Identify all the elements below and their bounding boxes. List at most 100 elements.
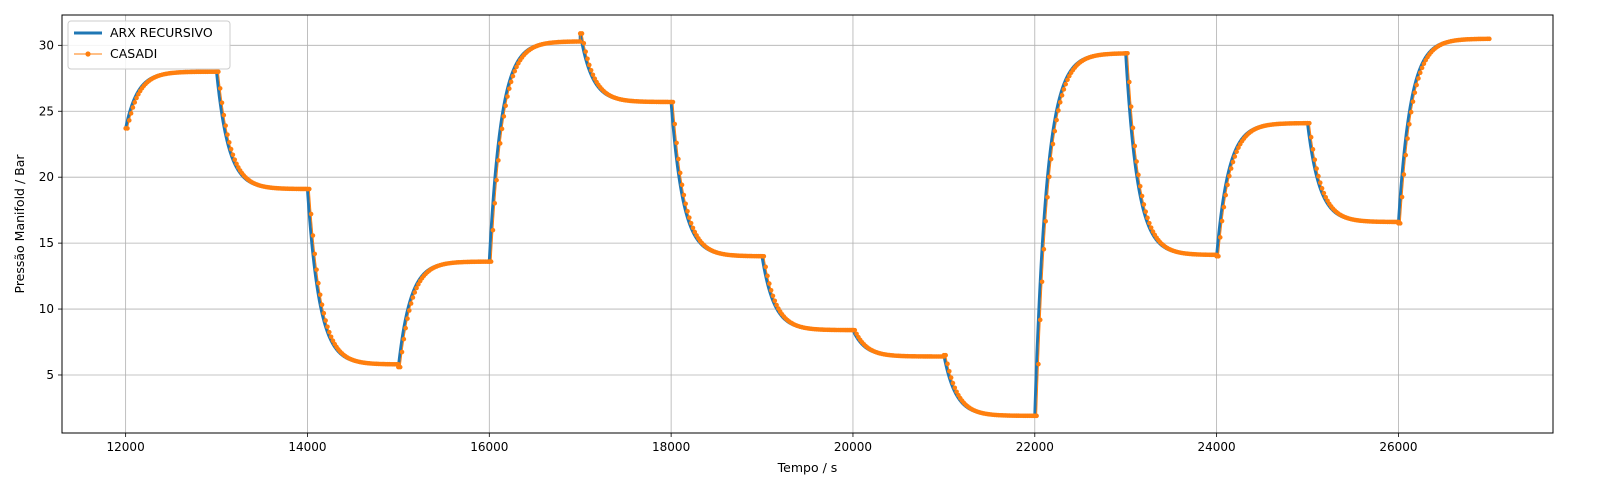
casadi-point [510, 73, 516, 79]
casadi-point [219, 100, 225, 106]
casadi-point [1054, 117, 1059, 123]
casadi-point [1063, 81, 1068, 87]
casadi-point [401, 336, 407, 342]
casadi-point [579, 31, 585, 36]
casadi-point [1410, 99, 1416, 104]
casadi-point [948, 375, 954, 380]
casadi-point [679, 182, 685, 188]
casadi-point [126, 118, 132, 123]
casadi-point [321, 310, 327, 316]
casadi-point [221, 112, 227, 118]
casadi-point [512, 68, 518, 74]
casadi-point [1310, 147, 1316, 152]
casadi-point [1317, 180, 1323, 186]
casadi-point [330, 338, 336, 344]
casadi-point [1416, 76, 1421, 81]
casadi-point [763, 264, 768, 270]
y-tick-label: 30 [39, 38, 54, 52]
casadi-point [1225, 182, 1230, 188]
casadi-point [954, 389, 959, 395]
casadi-point [761, 254, 767, 259]
legend-casadi-marker [85, 51, 91, 57]
casadi-point [1059, 93, 1065, 98]
casadi-point [685, 208, 690, 214]
casadi-point [501, 114, 507, 119]
casadi-point [312, 251, 318, 257]
casadi-point [494, 177, 499, 183]
casadi-point [1148, 225, 1154, 230]
casadi-point [674, 140, 679, 146]
casadi-point [514, 64, 519, 70]
casadi-point [590, 72, 596, 78]
casadi-point [1052, 128, 1058, 134]
casadi-point [1147, 220, 1152, 226]
casadi-point [1132, 143, 1138, 149]
casadi-point [319, 302, 325, 307]
casadi-point [1223, 192, 1229, 198]
casadi-point [216, 69, 221, 74]
casadi-point [1125, 50, 1130, 56]
casadi-point [1043, 218, 1048, 224]
casadi-point [768, 287, 774, 293]
casadi-point [406, 308, 412, 313]
casadi-point [1234, 149, 1239, 155]
casadi-point [1408, 109, 1414, 115]
casadi-point [134, 95, 139, 101]
casadi-point [1041, 246, 1047, 252]
casadi-point [306, 186, 312, 192]
casadi-point [408, 301, 414, 306]
casadi-point [228, 146, 234, 152]
casadi-point [508, 79, 514, 85]
legend-arx-label: ARX RECURSIVO [110, 25, 213, 40]
casadi-point [1057, 100, 1063, 105]
casadi-point [672, 121, 678, 127]
casadi-point [670, 99, 676, 105]
casadi-point [128, 111, 134, 116]
casadi-point [583, 49, 588, 54]
casadi-point [774, 302, 779, 308]
casadi-point [1216, 254, 1221, 259]
casadi-point [952, 385, 958, 391]
casadi-point [1314, 166, 1319, 171]
legend-box [67, 20, 231, 70]
x-axis-label: Tempo / s [777, 460, 838, 475]
x-tick-label: 20000 [834, 440, 872, 454]
legend-casadi-label: CASADI [110, 46, 157, 61]
casadi-point [1145, 215, 1150, 221]
casadi-point [488, 259, 494, 264]
casadi-point [1143, 209, 1148, 214]
casadi-point [1405, 136, 1410, 141]
casadi-point [1403, 152, 1409, 158]
x-tick-label: 22000 [1016, 440, 1054, 454]
casadi-point [325, 324, 330, 330]
casadi-point [132, 100, 138, 105]
casadi-point [1487, 36, 1492, 42]
casadi-point [692, 229, 698, 235]
casadi-point [499, 126, 505, 132]
casadi-point [1414, 82, 1419, 88]
casadi-point [1034, 413, 1039, 419]
casadi-point [688, 220, 694, 226]
casadi-point [767, 281, 772, 286]
casadi-point [490, 227, 496, 233]
casadi-point [1134, 159, 1139, 164]
casadi-point [399, 349, 405, 355]
casadi-point [226, 140, 232, 145]
x-tick-label: 18000 [652, 440, 690, 454]
casadi-point [1217, 235, 1223, 240]
series-casadi-markers [123, 31, 1492, 419]
casadi-point [326, 329, 332, 335]
casadi-point [1419, 65, 1425, 71]
casadi-point [1227, 173, 1232, 179]
casadi-point [1399, 194, 1405, 200]
casadi-point [1421, 61, 1427, 67]
casadi-point [323, 318, 328, 323]
casadi-point [397, 364, 403, 370]
casadi-point [1308, 134, 1314, 140]
casadi-point [1236, 145, 1241, 150]
casadi-point [1128, 104, 1134, 109]
casadi-point [577, 39, 583, 44]
casadi-point [1412, 90, 1418, 95]
casadi-point [943, 352, 948, 358]
casadi-point [1401, 172, 1407, 177]
